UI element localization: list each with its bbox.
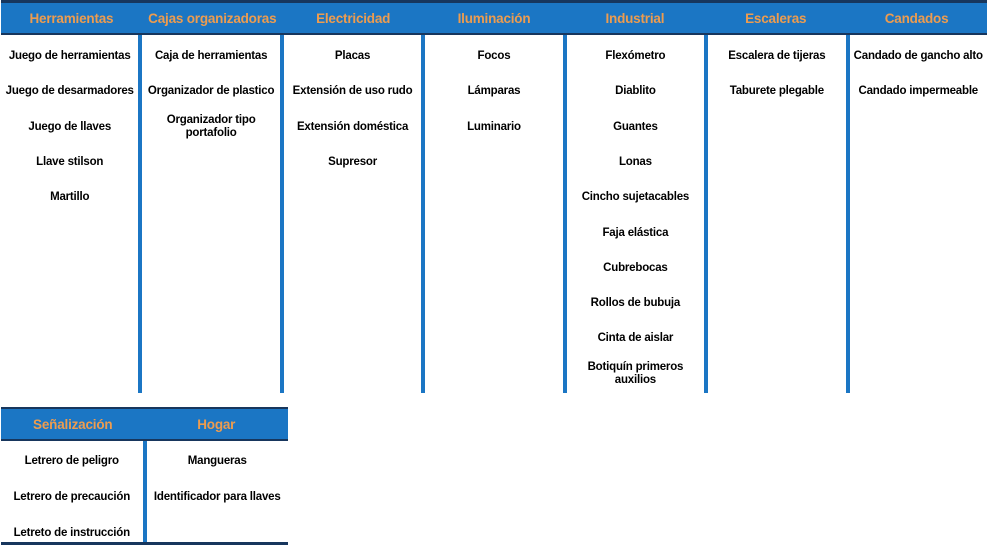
category-item: Organizador tipo portafolio	[166, 114, 256, 140]
category-item: Juego de desarmadores	[5, 85, 134, 98]
category-item: Supresor	[328, 155, 377, 168]
category-column: Flexómetro Diablito Guantes Lonas Cincho suj…	[567, 35, 709, 393]
category-item: Luminario	[467, 120, 521, 133]
category-item: Candado de gancho alto	[853, 50, 983, 63]
category-columns: Juego de herramientas Juego de desarmador…	[1, 35, 987, 393]
category-column: Escalera de tijeras Taburete plegable	[708, 35, 850, 393]
category-column: Caja de herramientas Organizador de plast…	[142, 35, 284, 393]
category-item: Flexómetro	[605, 50, 666, 63]
category-item: Focos	[477, 50, 511, 63]
section-bottom-rule	[1, 542, 288, 545]
category-item: Caja de herramientas	[154, 50, 268, 63]
category-header: Electricidad	[316, 10, 391, 26]
category-item: Identificador para llaves	[153, 491, 281, 504]
category-item: Cincho sujetacables	[581, 191, 690, 204]
category-header: Iluminación	[457, 10, 531, 26]
category-header-bar: Señalización Hogar	[1, 407, 288, 441]
category-item: Juego de llaves	[28, 120, 112, 133]
category-columns: Letrero de peligro Letrero de precaución L…	[1, 441, 288, 542]
category-item: Rollos de bubuja	[590, 297, 681, 310]
category-column: Juego de herramientas Juego de desarmador…	[1, 35, 143, 393]
category-section: Herramientas Cajas organizadoras Electrici…	[1, 0, 987, 393]
category-item: Letrero de precaución	[13, 491, 131, 504]
category-header: Herramientas	[29, 10, 114, 26]
category-item: Cubrebocas	[603, 261, 668, 274]
category-column: Mangueras Identificador para llaves	[147, 441, 289, 542]
category-item: Taburete plegable	[729, 85, 824, 98]
category-item: Diablito	[615, 85, 656, 98]
category-item: Juego de herramientas	[8, 50, 131, 63]
category-item: Lonas	[618, 155, 652, 168]
category-item: Placas	[334, 50, 371, 63]
category-item: Organizador de plastico	[147, 85, 275, 98]
category-item: Mangueras	[187, 455, 247, 468]
category-item: Llave stilson	[36, 155, 104, 168]
category-item: Escalera de tijeras	[728, 50, 826, 63]
category-item: Lámparas	[467, 85, 521, 98]
category-item: Extensión de uso rudo	[292, 85, 413, 98]
category-section: Señalización Hogar Letrero de peligro Letre…	[1, 407, 288, 545]
category-item: Botiquín primeros auxilios	[587, 361, 684, 387]
category-header: Hogar	[197, 416, 236, 432]
category-column: Focos Lámparas Luminario	[425, 35, 567, 393]
category-item: Martillo	[50, 191, 90, 204]
category-column: Letrero de peligro Letrero de precaución L…	[1, 441, 147, 542]
category-item: Guantes	[613, 120, 658, 133]
category-item: Letrero de peligro	[24, 455, 119, 468]
category-column: Candado de gancho alto Candado impermeabl…	[850, 35, 987, 393]
category-column: Placas Extensión de uso rudo Extensión dom…	[284, 35, 426, 393]
category-item: Extensión doméstica	[296, 120, 409, 133]
category-header: Cajas organizadoras	[148, 10, 277, 26]
category-item: Letreto de instrucción	[13, 527, 131, 540]
category-header: Industrial	[605, 10, 665, 26]
category-header: Escaleras	[745, 10, 807, 26]
category-item: Cinta de aislar	[597, 332, 674, 345]
category-item: Faja elástica	[602, 226, 669, 239]
category-header: Candados	[884, 10, 949, 26]
category-header: Señalización	[33, 416, 113, 432]
category-item: Candado impermeable	[858, 85, 979, 98]
category-header-bar: Herramientas Cajas organizadoras Electrici…	[1, 0, 987, 35]
